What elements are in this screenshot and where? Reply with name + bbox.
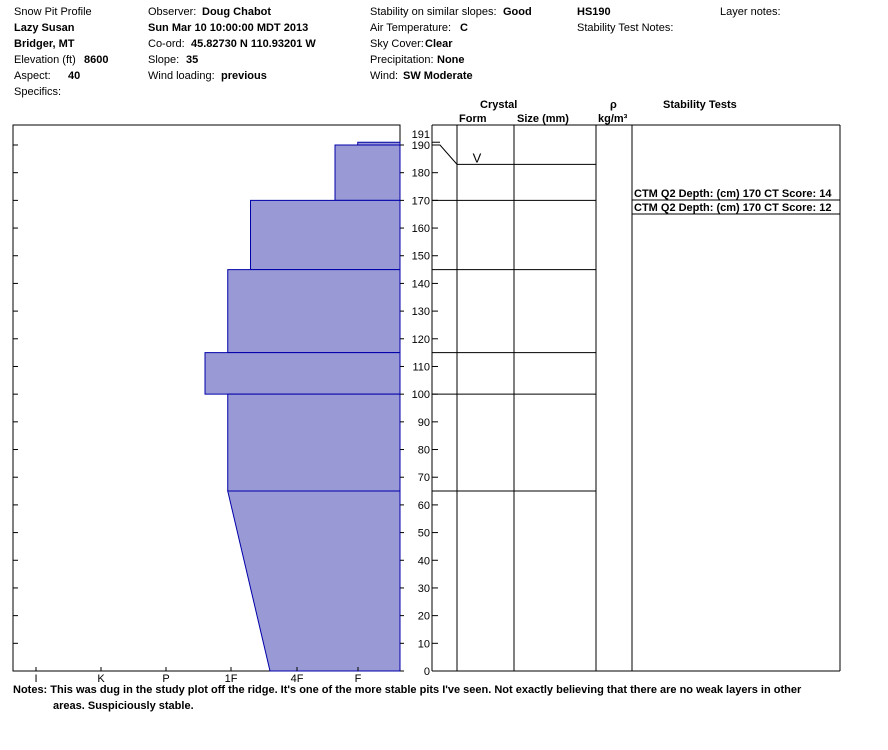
slope-value: 35 (186, 54, 199, 66)
crystal-heading: Crystal (480, 99, 518, 111)
hardness-layer (334, 144, 401, 201)
depth-tick-label: 80 (418, 445, 430, 457)
wind-loading-value: previous (221, 70, 267, 82)
sky-cover-value: Clear (425, 38, 453, 50)
sky-cover-label: Sky Cover: (370, 38, 424, 50)
depth-tick-label: 40 (418, 555, 430, 567)
stability-test-notes-label: Stability Test Notes: (577, 22, 674, 34)
depth-tick-label: 190 (412, 140, 430, 152)
hardness-layer (204, 352, 401, 395)
depth-tick-label: 180 (412, 168, 430, 180)
precip-label: Precipitation: (370, 54, 434, 66)
depth-tick-label: 110 (412, 361, 430, 373)
stability-tests-heading: Stability Tests (663, 99, 737, 111)
location: Lazy Susan (14, 22, 75, 34)
elevation-label: Elevation (ft) (14, 54, 76, 66)
coord-label: Co-ord: (148, 38, 185, 50)
precip-value: None (437, 54, 465, 66)
observation-datetime: Sun Mar 10 10:00:00 MDT 2013 (148, 22, 309, 34)
density-unit: kg/m³ (598, 113, 628, 125)
region: Bridger, MT (14, 38, 75, 50)
wind-value: SW Moderate (403, 70, 473, 82)
depth-tick-label: 170 (412, 195, 430, 207)
wind-loading-label: Wind loading: (148, 70, 215, 82)
hardness-layer (227, 490, 401, 672)
aspect-value: 40 (68, 70, 81, 82)
hardness-axis: I K P 1F 4F F (34, 667, 362, 685)
stability-tests-table: CTM Q2 Depth: (cm) 170 CT Score: 14 CTM Q… (632, 188, 840, 215)
hardness-tick-label: F (355, 673, 362, 685)
size-heading: Size (mm) (517, 113, 569, 125)
notes-line-2: areas. Suspiciously stable. (53, 700, 194, 712)
depth-tick-label: 70 (418, 472, 430, 484)
profile-title: Snow Pit Profile (14, 6, 92, 18)
density-symbol: ρ (610, 99, 617, 111)
depth-tick-label: 60 (418, 500, 430, 512)
depth-tick-label: 90 (418, 417, 430, 429)
crystal-table: V (432, 124, 841, 672)
aspect-label: Aspect: (14, 70, 51, 82)
hardness-layer (227, 269, 401, 354)
hardness-tick-label: K (97, 673, 105, 685)
depth-tick-label: 150 (412, 251, 430, 263)
depth-tick-label: 191 (412, 129, 430, 141)
elevation-value: 8600 (84, 54, 109, 66)
wind-label: Wind: (370, 70, 399, 82)
height-of-snow: HS190 (577, 6, 611, 18)
depth-axis: 0 10 20 30 40 50 60 70 80 90 100 110 120 130 140 150 160… (400, 125, 438, 678)
layer-notes-label: Layer notes: (720, 6, 781, 18)
hardness-tick-label: 4F (291, 673, 304, 685)
crystal-symbol: V (473, 150, 482, 165)
stability-test-entry: CTM Q2 Depth: (cm) 170 CT Score: 14 (634, 188, 832, 200)
hardness-tick-label: P (162, 673, 169, 685)
notes-label: Notes: (13, 684, 48, 696)
stability-label: Stability on similar slopes: (370, 6, 497, 18)
notes: Notes: This was dug in the study plot of… (13, 682, 873, 714)
stability-test-entry: CTM Q2 Depth: (cm) 170 CT Score: 12 (634, 202, 831, 214)
depth-tick-label: 10 (418, 638, 430, 650)
hardness-layer (227, 393, 401, 492)
depth-tick-label: 30 (418, 583, 430, 595)
hardness-tick-label: I (34, 673, 37, 685)
top-layer-connector (432, 144, 596, 165)
depth-tick-label: 20 (418, 611, 430, 623)
hardness-layers (204, 141, 401, 672)
depth-tick-label: 140 (412, 278, 430, 290)
observer-value: Doug Chabot (202, 6, 272, 18)
hardness-tick-label: 1F (225, 673, 238, 685)
depth-tick-label: 100 (412, 389, 430, 401)
stability-value: Good (503, 6, 532, 18)
form-heading: Form (459, 113, 487, 125)
notes-line-1: This was dug in the study plot off the r… (50, 684, 802, 696)
depth-tick-label: 130 (412, 306, 430, 318)
air-temp-label: Air Temperature: (370, 22, 452, 34)
specifics-label: Specifics: (14, 86, 62, 98)
depth-tick-label: 0 (424, 666, 430, 678)
depth-tick-label: 120 (412, 334, 430, 346)
slope-label: Slope: (148, 54, 180, 66)
observer-label: Observer: (148, 6, 197, 18)
air-temp-value: C (460, 22, 468, 34)
depth-tick-label: 50 (418, 528, 430, 540)
depth-tick-label: 160 (412, 223, 430, 235)
hardness-layer (250, 199, 401, 271)
coord-value: 45.82730 N 110.93201 W (191, 38, 316, 50)
